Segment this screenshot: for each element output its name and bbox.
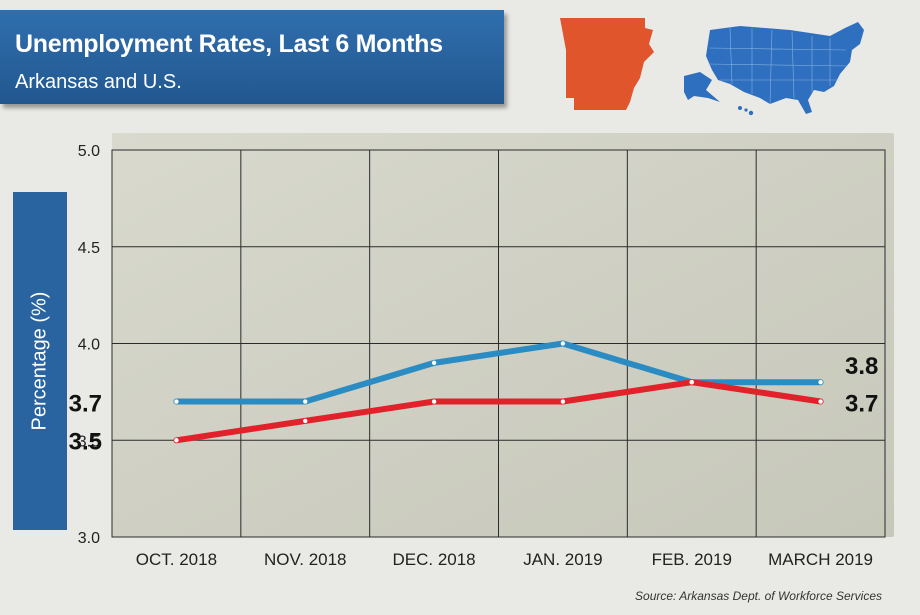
x-tick-label: OCT. 2018 — [136, 550, 217, 569]
data-point — [560, 399, 566, 404]
data-labels: 3.7 3.5 3.8 3.7 — [69, 353, 879, 455]
y-tick-label: 4.0 — [78, 337, 100, 354]
series-lines — [173, 340, 824, 444]
data-point — [818, 399, 823, 404]
data-points — [174, 341, 823, 443]
x-tick-label: JAN. 2019 — [523, 550, 602, 569]
series-line-0 — [173, 340, 824, 405]
us-map-borders — [707, 27, 849, 105]
data-point — [818, 380, 823, 385]
y-axis-label-box — [13, 192, 67, 530]
chart-subtitle: Arkansas and U.S. — [15, 71, 182, 93]
x-tick-label: DEC. 2018 — [392, 550, 475, 569]
x-tick-label: MARCH 2019 — [768, 550, 873, 569]
x-tick-label: FEB. 2019 — [652, 550, 732, 569]
grid-lines — [111, 149, 886, 538]
data-point — [560, 341, 566, 346]
data-point — [689, 380, 694, 385]
data-label: 3.7 — [845, 391, 878, 418]
data-point — [174, 399, 179, 404]
data-point — [431, 360, 437, 366]
x-tick-labels: OCT. 2018 NOV. 2018 DEC. 2018 JAN. 2019 FEB.… — [136, 550, 873, 569]
series-line-1 — [173, 379, 824, 444]
y-tick-labels: 3.0 3.5 4.0 4.5 5.0 — [78, 143, 100, 547]
data-point — [431, 399, 437, 404]
data-label: 3.8 — [845, 353, 878, 380]
data-point — [174, 438, 179, 443]
us-map-icon — [684, 22, 864, 116]
data-point — [303, 399, 308, 404]
data-label: 3.7 — [69, 391, 102, 418]
chart-title: Unemployment Rates, Last 6 Months — [15, 30, 443, 58]
y-tick-label: 3.5 — [78, 433, 100, 450]
data-point — [303, 418, 308, 424]
y-tick-label: 4.5 — [78, 240, 100, 257]
title-banner: Unemployment Rates, Last 6 Months Arkans… — [0, 10, 504, 104]
y-tick-label: 5.0 — [78, 143, 100, 160]
y-tick-label: 3.0 — [78, 530, 100, 547]
data-label: 3.5 — [69, 428, 102, 455]
plot-area — [112, 133, 894, 537]
source-note: Source: Arkansas Dept. of Workforce Serv… — [635, 589, 882, 603]
x-tick-label: NOV. 2018 — [264, 550, 347, 569]
arkansas-map-icon — [560, 18, 654, 110]
